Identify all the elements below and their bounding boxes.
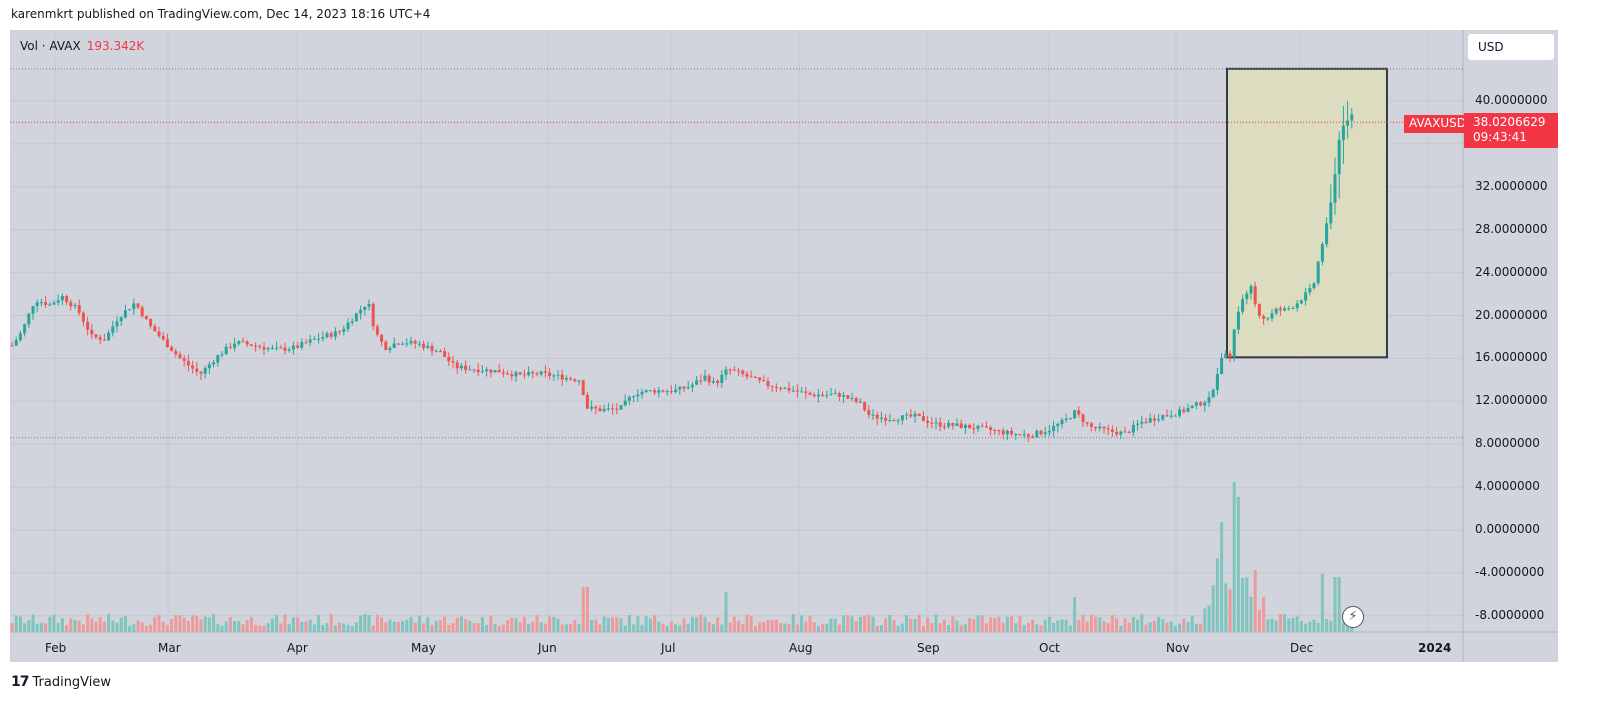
last-price-value: 38.0206629 (1473, 115, 1546, 129)
tradingview-logo[interactable]: 17 TradingView (11, 674, 111, 690)
publish-info: karenmkrt published on TradingView.com, … (11, 7, 431, 21)
price-tick: 4.0000000 (1475, 479, 1540, 494)
bar-countdown: 09:43:41 (1473, 130, 1527, 144)
time-tick: Jun (538, 641, 557, 655)
price-tick: 40.0000000 (1475, 93, 1548, 107)
time-tick: May (411, 641, 436, 655)
volume-label: Vol · AVAX (20, 39, 81, 53)
brand-name: TradingView (32, 674, 112, 690)
time-tick: Sep (917, 641, 940, 655)
time-tick: Nov (1166, 641, 1190, 655)
tv-logo-icon: 17 (11, 674, 30, 690)
time-tick: Feb (45, 641, 67, 655)
time-tick: Mar (158, 641, 181, 655)
price-tick: 0.0000000 (1475, 522, 1540, 536)
volume-legend[interactable]: Vol · AVAX 193.342K (20, 39, 144, 53)
lightning-icon[interactable]: ⚡︎ (1342, 606, 1364, 628)
time-tick: Apr (287, 641, 308, 655)
last-price-symbol: AVAXUSD (1404, 115, 1471, 133)
volume-value: 193.342K (86, 39, 145, 53)
currency-selector[interactable]: USD (1468, 34, 1554, 60)
time-tick: Aug (789, 641, 813, 655)
price-tick: 32.0000000 (1475, 178, 1548, 193)
last-price-label: 38.0206629 09:43:41 (1464, 113, 1558, 148)
price-tick: -8.0000000 (1475, 607, 1545, 622)
price-tick: 28.0000000 (1475, 221, 1548, 236)
price-tick: 8.0000000 (1475, 436, 1540, 451)
price-tick: 16.0000000 (1475, 350, 1548, 365)
price-tick: -4.0000000 (1475, 564, 1545, 579)
time-tick: Dec (1290, 641, 1314, 655)
price-tick: 12.0000000 (1475, 393, 1548, 408)
time-tick: Jul (661, 641, 676, 655)
price-tick: 24.0000000 (1475, 264, 1548, 279)
time-tick: Oct (1039, 641, 1060, 655)
time-tick: 2024 (1418, 641, 1452, 655)
price-tick: 20.0000000 (1475, 307, 1548, 322)
